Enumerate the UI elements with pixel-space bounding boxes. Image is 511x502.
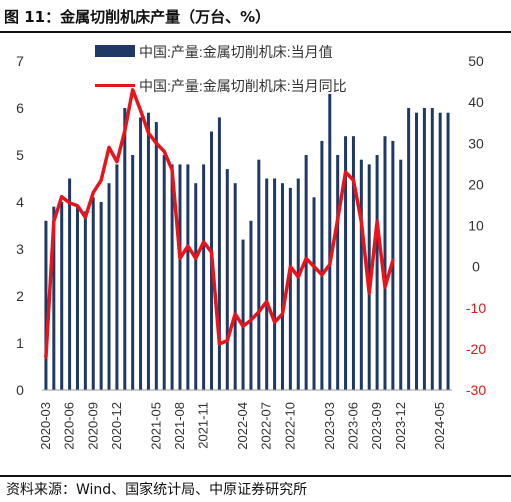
- x-tick-label: 2021-08: [172, 402, 187, 450]
- bar: [202, 164, 206, 390]
- bar: [162, 155, 166, 390]
- figure-title: 图 11：金属切削机床产量（万台、%）: [4, 8, 271, 26]
- bar: [68, 178, 72, 390]
- x-tick-label: 2020-03: [38, 402, 53, 450]
- bar: [430, 108, 434, 390]
- x-tick-label: 2024-05: [432, 402, 447, 450]
- legend-swatch-bar: [95, 45, 135, 57]
- bar: [115, 164, 119, 390]
- bar: [422, 108, 426, 390]
- bar: [265, 178, 269, 390]
- x-tick-label: 2023-12: [393, 402, 408, 450]
- x-tick-label: 2023-03: [322, 402, 337, 450]
- bar: [123, 108, 127, 390]
- bar: [399, 159, 403, 390]
- y-left-tick-label: 1: [16, 335, 24, 351]
- y-left-tick-label: 0: [16, 382, 24, 398]
- bar: [146, 112, 150, 390]
- bar: [367, 164, 371, 390]
- x-tick-label: 2023-06: [345, 402, 360, 450]
- source-note: 资料来源：Wind、国家统计局、中原证券研究所: [6, 482, 308, 498]
- bar: [131, 155, 135, 390]
- bar: [154, 122, 158, 390]
- series-line: [44, 88, 395, 359]
- bar: [415, 112, 419, 390]
- y-left-tick-label: 3: [16, 241, 24, 257]
- y-left-tick-label: 5: [16, 147, 24, 163]
- y-right-tick-label: -20: [466, 341, 486, 357]
- bar: [359, 159, 363, 390]
- bar: [186, 164, 190, 390]
- bar: [257, 159, 261, 390]
- bar: [438, 112, 442, 390]
- legend-label-bars: 中国:产量:金属切削机床:当月值: [139, 44, 333, 60]
- legend-swatch-line: [95, 84, 135, 87]
- y-right-tick-label: 40: [468, 94, 484, 110]
- x-tick-label: 2020-12: [109, 402, 124, 450]
- bar: [194, 183, 198, 390]
- x-tick-label: 2022-04: [235, 402, 250, 450]
- y-left-tick-label: 2: [16, 288, 24, 304]
- bar: [241, 239, 245, 390]
- x-tick-label: 2021-05: [148, 402, 163, 450]
- bar: [328, 93, 332, 391]
- y-right-tick-label: 0: [472, 259, 480, 275]
- x-tick-label: 2021-11: [196, 402, 211, 449]
- bar: [304, 155, 308, 390]
- bar: [44, 220, 48, 390]
- bar: [91, 197, 95, 390]
- bar: [233, 183, 237, 390]
- combo-chart: 0 1 2 3 4 5 6 7 50 40 30 20 10 0 -10 -20 -30 2020-03 2020-…: [16, 53, 486, 450]
- bar: [170, 164, 174, 390]
- x-tick-label: 2023-09: [369, 402, 384, 450]
- x-tick-label: 2022-07: [259, 402, 274, 450]
- bar: [273, 178, 277, 390]
- x-tick-label: 2022-10: [282, 402, 297, 450]
- y-left-tick-label: 7: [16, 53, 24, 69]
- bar: [99, 202, 103, 390]
- bar: [383, 136, 387, 390]
- bar: [375, 155, 379, 390]
- bar: [288, 187, 292, 390]
- bar: [351, 136, 355, 390]
- legend-label-line: 中国:产量:金属切削机床:当月同比: [139, 78, 347, 94]
- bar: [296, 178, 300, 390]
- y-right-tick-label: 20: [468, 176, 484, 192]
- bar: [75, 206, 79, 390]
- bar: [60, 202, 64, 390]
- bar: [336, 155, 340, 390]
- x-tick-label: 2020-09: [85, 402, 100, 450]
- x-tick-label: 2020-06: [62, 402, 77, 450]
- y-right-tick-label: 50: [468, 53, 484, 69]
- source-rule: [0, 475, 511, 477]
- bar: [139, 117, 143, 391]
- bar: [178, 164, 182, 390]
- bar: [320, 140, 324, 390]
- bar: [280, 183, 284, 390]
- y-right-tick-label: 10: [468, 218, 484, 234]
- y-right-tick-label: -30: [466, 382, 486, 398]
- bar: [312, 197, 316, 390]
- bar: [52, 206, 56, 390]
- bar: [107, 183, 111, 390]
- y-right-tick-label: -10: [466, 300, 486, 316]
- bar: [249, 220, 253, 390]
- title-rule: [0, 31, 511, 33]
- bar: [225, 169, 229, 390]
- bar: [407, 108, 411, 390]
- y-right-tick-label: 30: [468, 135, 484, 151]
- bar: [446, 112, 450, 390]
- bar: [217, 117, 221, 391]
- bar: [344, 136, 348, 390]
- y-left-tick-label: 4: [16, 194, 24, 210]
- bar: [83, 211, 87, 390]
- y-left-tick-label: 6: [16, 100, 24, 116]
